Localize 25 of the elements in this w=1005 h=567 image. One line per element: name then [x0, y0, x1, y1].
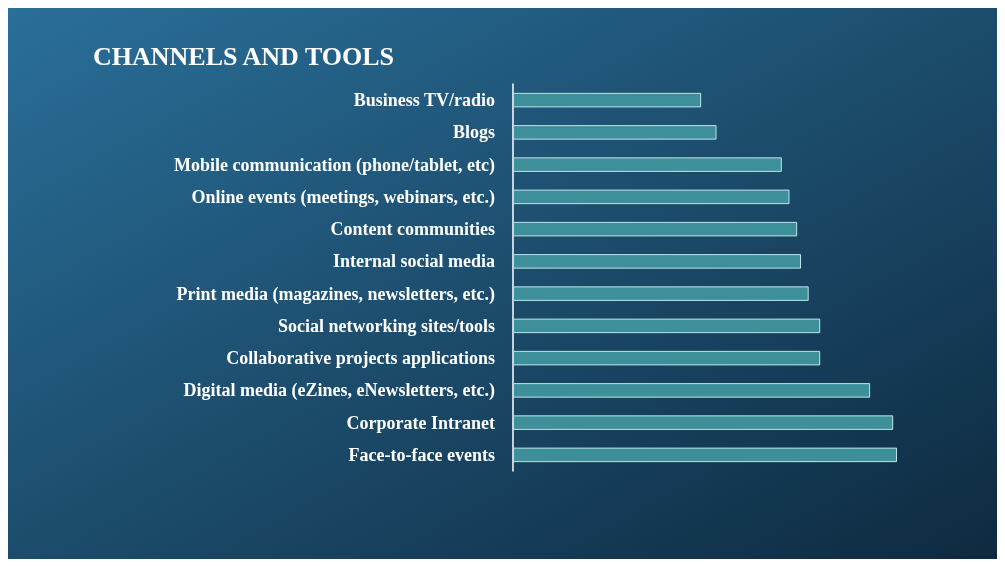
y-tick-label: Business TV/radio: [353, 90, 495, 111]
y-tick-label: Internal social media: [333, 251, 495, 272]
y-tick-label: Blogs: [452, 122, 495, 143]
bar: [513, 447, 897, 463]
y-tick-label: Content communities: [330, 219, 495, 240]
bar: [513, 125, 717, 140]
bar: [513, 92, 702, 108]
bar: [513, 189, 790, 205]
y-tick-label: Digital media (eZines, eNewsletters, etc.): [183, 380, 495, 402]
bar: [513, 318, 821, 334]
bar: [513, 286, 809, 301]
y-tick-label: Online events (meetings, webinars, etc.): [191, 186, 495, 208]
bar: [513, 254, 801, 269]
y-tick-label: Corporate Intranet: [346, 412, 495, 433]
text: CHANNELS AND TOOLS: [93, 41, 395, 71]
bar: [513, 415, 894, 430]
y-tick-label: Print media (magazines, newsletters, etc.): [176, 283, 495, 305]
y-tick-label: Mobile communication (phone/tablet, etc): [174, 154, 495, 176]
bar: [513, 157, 782, 172]
y-tick-label: Face-to-face events: [348, 444, 495, 465]
y-tick-label: Collaborative projects applications: [226, 348, 495, 369]
bar: [513, 383, 871, 398]
bar: [513, 350, 821, 366]
y-tick-label: Social networking sites/tools: [277, 315, 495, 336]
bar: [513, 221, 798, 237]
